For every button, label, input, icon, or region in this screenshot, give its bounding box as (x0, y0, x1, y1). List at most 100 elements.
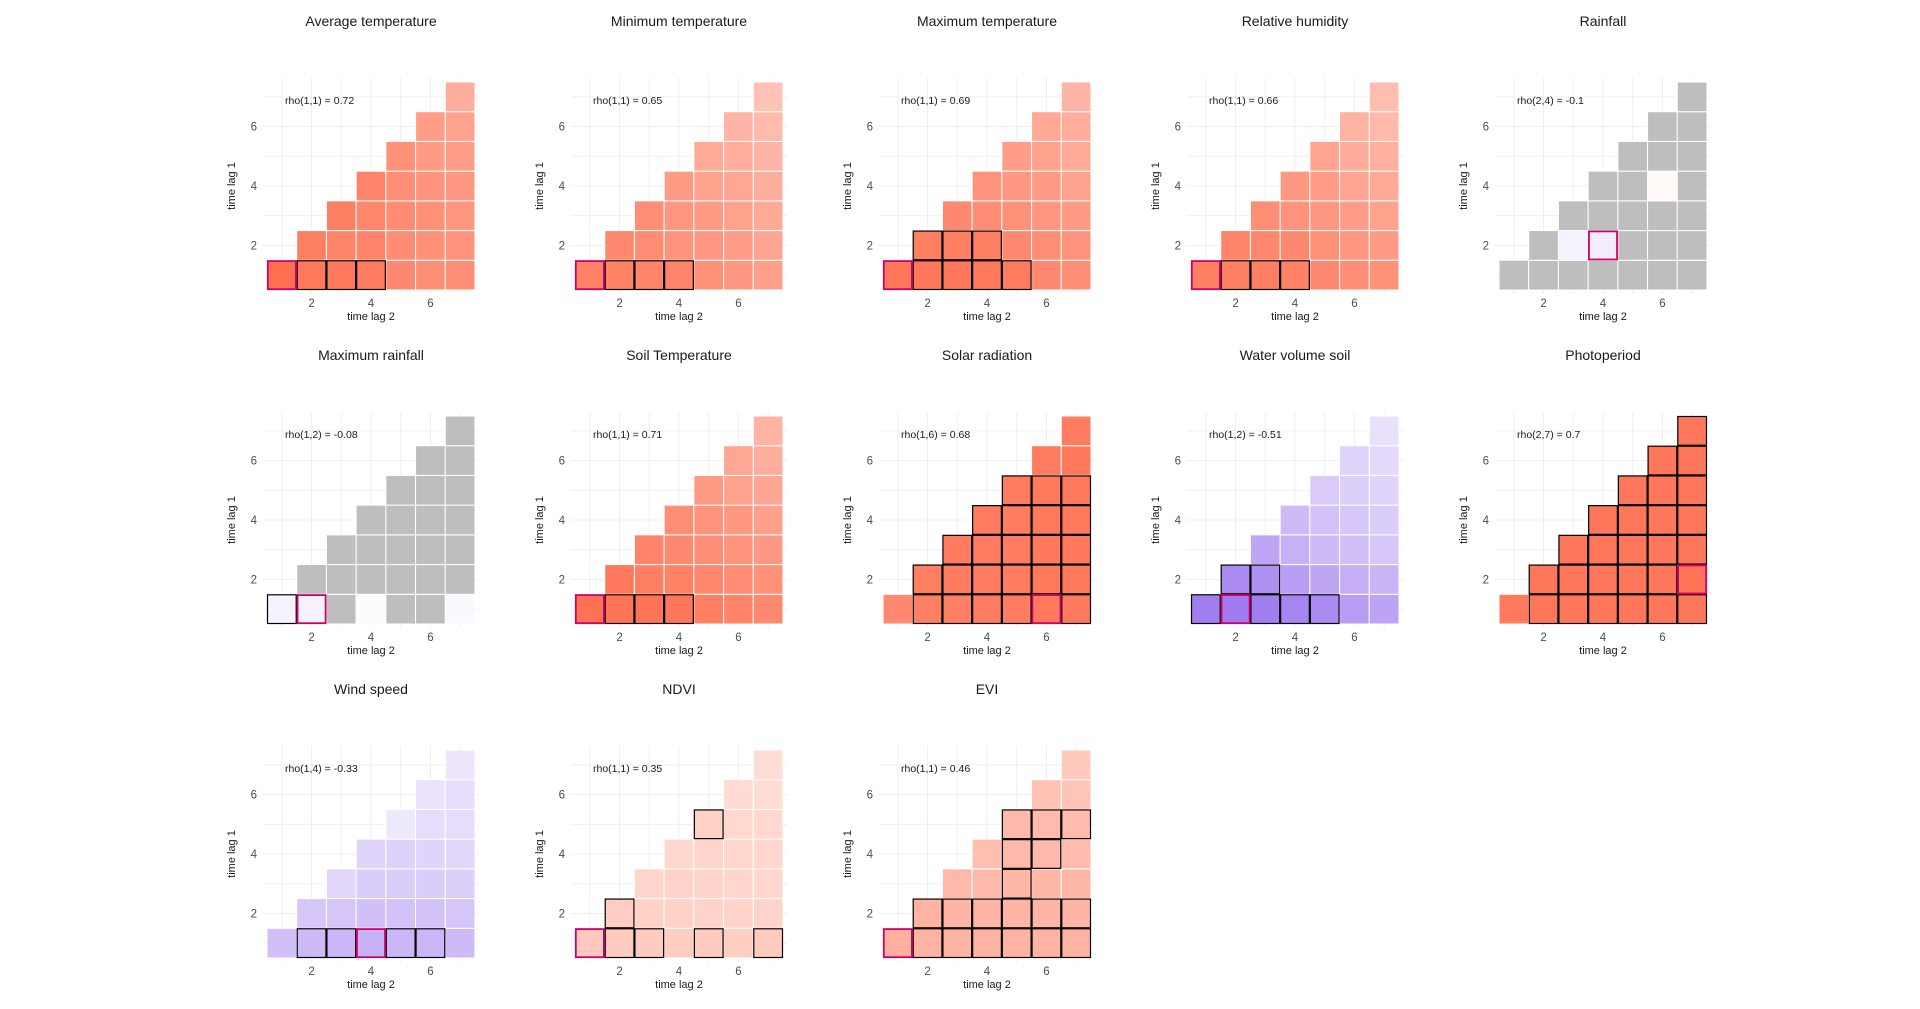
heatmap-cell (941, 259, 973, 291)
y-tick-label: 2 (1483, 574, 1489, 586)
x-axis-label: time lag 2 (963, 311, 1011, 323)
y-tick-label: 4 (559, 181, 566, 193)
significant-cell-outline (1647, 445, 1678, 476)
heatmap-cell (1498, 259, 1530, 291)
heatmap-cell (385, 200, 417, 232)
significant-cell-outline (356, 260, 386, 291)
heatmap-cell (444, 81, 476, 113)
heatmap-cell (1279, 230, 1311, 261)
significant-cell-outline (1617, 475, 1648, 506)
heatmap-cell (355, 927, 387, 959)
x-tick-label: 6 (735, 966, 741, 978)
heatmap-cell (633, 927, 665, 959)
heatmap-cell (882, 593, 914, 625)
heatmap-cell (444, 259, 476, 291)
heatmap-cell (1339, 200, 1370, 232)
heatmap-cell (1368, 415, 1400, 447)
significant-cell-outline (942, 564, 973, 595)
heatmap-cell (1676, 140, 1708, 172)
heatmap-cell (723, 927, 754, 959)
significant-cell-outline (1280, 260, 1310, 291)
heatmap-cell (385, 170, 417, 202)
y-tick-label: 2 (867, 574, 873, 586)
y-tick-label: 4 (867, 849, 874, 861)
heatmap-cell (1617, 200, 1649, 232)
heatmap-cell (1220, 593, 1251, 625)
panel-title: Average temperature (305, 13, 436, 29)
heatmap-cell (971, 838, 1003, 870)
heatmap-cell (912, 927, 943, 959)
heatmap-cell (1279, 593, 1311, 625)
x-tick-label: 4 (676, 632, 683, 644)
heatmap-cell (415, 504, 446, 536)
heatmap-cell (752, 593, 784, 625)
heatmap-cell (1001, 170, 1033, 202)
heatmap-cell (1647, 111, 1678, 142)
heatmap-cells (574, 81, 784, 291)
significant-cell-outline (1001, 260, 1032, 291)
heatmap-cell (663, 868, 695, 900)
heatmap-cell (723, 534, 754, 566)
heatmap-cell (444, 593, 476, 625)
best-cell-outline (882, 928, 913, 959)
x-tick-label: 6 (735, 298, 741, 310)
heatmap-cells (266, 415, 476, 625)
best-cell-outline (296, 594, 327, 625)
heatmap-cell (1031, 838, 1062, 870)
heatmap-cell (1676, 200, 1708, 232)
heatmap-cell (752, 259, 784, 291)
x-axis-label: time lag 2 (1271, 645, 1319, 657)
heatmap-cell (752, 898, 784, 929)
x-tick-label: 6 (1659, 298, 1665, 310)
significant-cell-outline (1647, 475, 1678, 506)
heatmap-cell (941, 230, 973, 261)
significant-cell-outline (604, 898, 635, 929)
heatmap-cell (385, 838, 417, 870)
heatmap-cell (971, 170, 1003, 202)
significant-cell-outline (664, 260, 694, 291)
significant-cell-outline (942, 898, 973, 929)
significant-cell-outline (972, 505, 1002, 535)
heatmap-cell (1309, 140, 1341, 172)
heatmap-cell (723, 779, 754, 810)
x-tick-label: 2 (1540, 632, 1546, 644)
heatmap-cell (1676, 504, 1708, 536)
x-axis-label: time lag 2 (963, 645, 1011, 657)
heatmap-cell (355, 564, 387, 595)
x-tick-label: 2 (1232, 632, 1238, 644)
rho-annotation: rho(1,4) = -0.33 (285, 763, 358, 775)
heatmap-cell (693, 140, 725, 172)
heatmap-cell (385, 868, 417, 900)
chart-panel: Soil Temperature rho(1,1) = 0.71 2 4 6 2 4 6 tim… (501, 346, 801, 671)
heatmap-cell (1587, 534, 1619, 566)
heatmap-cell (355, 259, 387, 291)
heatmap-cell (1528, 564, 1559, 595)
heatmap-cell (385, 259, 417, 291)
y-axis-label: time lag 1 (1150, 496, 1162, 544)
heatmap-cell (1001, 259, 1033, 291)
heatmap-cell (415, 230, 446, 261)
heatmap-cell (723, 230, 754, 261)
significant-cell-outline (326, 928, 357, 959)
y-tick-label: 4 (559, 515, 566, 527)
panel-title: Relative humidity (1242, 13, 1349, 29)
significant-cell-outline (1001, 809, 1032, 840)
heatmap-svg: Water volume soil rho(1,2) = -0.51 2 4 6 2 4 6 t… (1150, 347, 1403, 657)
heatmap-cell (693, 170, 725, 202)
x-tick-label: 6 (427, 966, 433, 978)
heatmap-cell (1339, 593, 1370, 625)
significant-cell-outline (1001, 505, 1032, 535)
significant-cell-outline (972, 260, 1002, 291)
heatmap-cell (1368, 445, 1400, 476)
heatmap-cell (693, 474, 725, 506)
heatmap-cell (1060, 808, 1092, 840)
heatmap-cell (663, 200, 695, 232)
heatmap-cell (1528, 230, 1559, 261)
significant-cell-outline (1677, 445, 1708, 476)
heatmap-cell (604, 898, 635, 929)
heatmap-cell (1647, 474, 1678, 506)
x-tick-label: 4 (984, 966, 991, 978)
heatmap-cell (444, 200, 476, 232)
y-tick-label: 2 (867, 908, 873, 920)
heatmap-cell (693, 200, 725, 232)
